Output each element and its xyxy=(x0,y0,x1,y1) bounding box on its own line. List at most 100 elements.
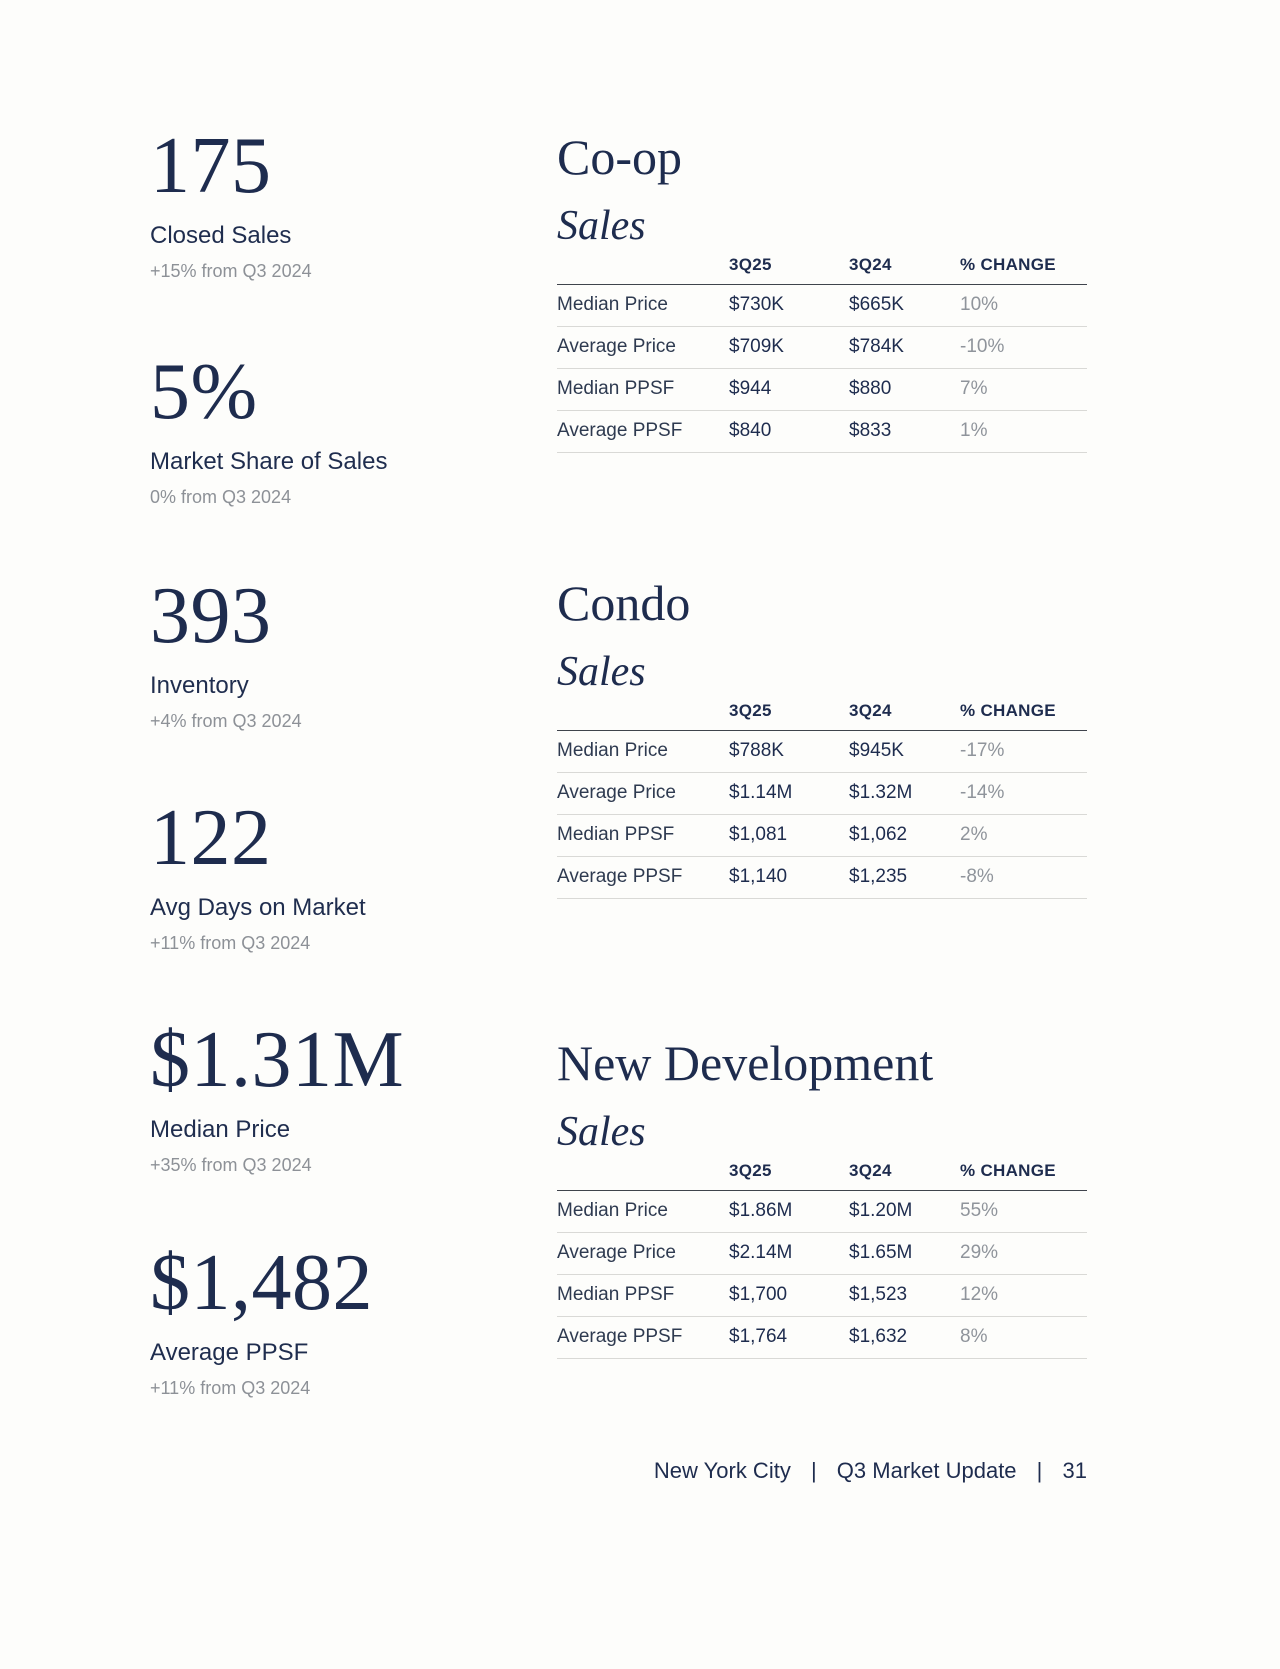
section-subtitle: Sales xyxy=(557,1109,646,1155)
table-row: Average Price $709K $784K -10% xyxy=(557,326,1087,369)
table-row: Median PPSF $1,081 $1,062 2% xyxy=(557,814,1087,857)
value-change: 2% xyxy=(960,814,1087,857)
table-row: Average PPSF $1,140 $1,235 -8% xyxy=(557,856,1087,899)
value-3q24: $880 xyxy=(849,368,960,411)
value-3q25: $709K xyxy=(729,326,849,369)
value-change: 10% xyxy=(960,284,1087,327)
row-label: Average Price xyxy=(557,1232,729,1275)
column-header: % CHANGE xyxy=(960,248,1087,285)
value-3q25: $840 xyxy=(729,410,849,453)
stat-inventory: 393 Inventory +4% from Q3 2024 xyxy=(150,576,302,732)
row-label: Average Price xyxy=(557,326,729,369)
value-3q24: $784K xyxy=(849,326,960,369)
footer-report-title: Q3 Market Update xyxy=(836,1458,1017,1483)
stat-value: 175 xyxy=(150,122,272,210)
table-row: Median Price $730K $665K 10% xyxy=(557,284,1087,327)
row-label: Median Price xyxy=(557,284,729,327)
condo-sales-table: 3Q25 3Q24 % CHANGE Median Price $788K $9… xyxy=(557,694,1087,899)
section-condo-sales: Condo Sales 3Q25 3Q24 % CHANGE Median Pr… xyxy=(557,575,1087,899)
column-header: 3Q24 xyxy=(849,694,960,731)
row-label: Median Price xyxy=(557,730,729,773)
stat-label: Avg Days on Market xyxy=(150,894,366,921)
column-header: % CHANGE xyxy=(960,694,1087,731)
table-row: Median Price $1.86M $1.20M 55% xyxy=(557,1190,1087,1233)
row-label: Median Price xyxy=(557,1190,729,1233)
stat-label: Closed Sales xyxy=(150,222,292,249)
row-label: Median PPSF xyxy=(557,814,729,857)
value-3q24: $1,235 xyxy=(849,856,960,899)
value-change: -10% xyxy=(960,326,1087,369)
value-3q25: $2.14M xyxy=(729,1232,849,1275)
value-3q24: $665K xyxy=(849,284,960,327)
table-row: Average PPSF $1,764 $1,632 8% xyxy=(557,1316,1087,1359)
row-label: Average PPSF xyxy=(557,410,729,453)
stat-change: +35% from Q3 2024 xyxy=(150,1155,312,1175)
stat-closed-sales: 175 Closed Sales +15% from Q3 2024 xyxy=(150,126,312,282)
value-3q24: $945K xyxy=(849,730,960,773)
value-change: 1% xyxy=(960,410,1087,453)
coop-sales-table: 3Q25 3Q24 % CHANGE Median Price $730K $6… xyxy=(557,248,1087,453)
section-new-development-sales: New Development Sales 3Q25 3Q24 % CHANGE… xyxy=(557,1036,1087,1359)
column-header: 3Q25 xyxy=(729,1154,849,1191)
table-row: Median Price $788K $945K -17% xyxy=(557,730,1087,773)
value-change: -17% xyxy=(960,730,1087,773)
table-header-row: 3Q25 3Q24 % CHANGE xyxy=(557,694,1087,731)
row-label: Average Price xyxy=(557,772,729,815)
value-change: 29% xyxy=(960,1232,1087,1275)
new-development-sales-table: 3Q25 3Q24 % CHANGE Median Price $1.86M $… xyxy=(557,1154,1087,1359)
row-label: Median PPSF xyxy=(557,368,729,411)
value-3q24: $1.32M xyxy=(849,772,960,815)
value-3q24: $1.20M xyxy=(849,1190,960,1233)
value-3q24: $833 xyxy=(849,410,960,453)
section-subtitle: Sales xyxy=(557,649,646,695)
stat-avg-days-on-market: 122 Avg Days on Market +11% from Q3 2024 xyxy=(150,798,366,954)
stat-median-price: $1.31M Median Price +35% from Q3 2024 xyxy=(150,1020,404,1176)
stat-average-ppsf: $1,482 Average PPSF +11% from Q3 2024 xyxy=(150,1243,373,1399)
stat-change: +11% from Q3 2024 xyxy=(150,933,311,953)
stat-change: +4% from Q3 2024 xyxy=(150,711,302,731)
stat-value: $1.31M xyxy=(150,1016,405,1104)
column-header: 3Q24 xyxy=(849,1154,960,1191)
column-header: % CHANGE xyxy=(960,1154,1087,1191)
stat-change: 0% from Q3 2024 xyxy=(150,487,292,507)
value-change: -14% xyxy=(960,772,1087,815)
value-change: 55% xyxy=(960,1190,1087,1233)
stat-value: 5% xyxy=(150,348,258,436)
value-3q25: $1.14M xyxy=(729,772,849,815)
value-change: 12% xyxy=(960,1274,1087,1317)
stat-change: +15% from Q3 2024 xyxy=(150,261,312,281)
column-header: 3Q25 xyxy=(729,694,849,731)
value-change: 8% xyxy=(960,1316,1087,1359)
stat-value: $1,482 xyxy=(150,1239,373,1327)
row-label: Average PPSF xyxy=(557,856,729,899)
value-3q24: $1,523 xyxy=(849,1274,960,1317)
page-number: 31 xyxy=(1062,1458,1087,1483)
value-3q24: $1.65M xyxy=(849,1232,960,1275)
stat-value: 122 xyxy=(150,794,272,882)
column-header: 3Q24 xyxy=(849,248,960,285)
column-spacer xyxy=(557,1154,729,1191)
section-title: Co-op xyxy=(557,129,682,185)
table-row: Average PPSF $840 $833 1% xyxy=(557,410,1087,453)
table-header-row: 3Q25 3Q24 % CHANGE xyxy=(557,1154,1087,1191)
value-3q24: $1,062 xyxy=(849,814,960,857)
section-coop-sales: Co-op Sales 3Q25 3Q24 % CHANGE Median Pr… xyxy=(557,129,1087,453)
row-label: Average PPSF xyxy=(557,1316,729,1359)
value-3q25: $1,764 xyxy=(729,1316,849,1359)
footer-divider: | xyxy=(810,1458,817,1483)
stat-value: 393 xyxy=(150,572,272,660)
value-3q25: $1,081 xyxy=(729,814,849,857)
stat-market-share: 5% Market Share of Sales 0% from Q3 2024 xyxy=(150,352,387,508)
value-change: 7% xyxy=(960,368,1087,411)
table-row: Average Price $2.14M $1.65M 29% xyxy=(557,1232,1087,1275)
table-row: Median PPSF $1,700 $1,523 12% xyxy=(557,1274,1087,1317)
row-label: Median PPSF xyxy=(557,1274,729,1317)
value-3q24: $1,632 xyxy=(849,1316,960,1359)
section-title: Condo xyxy=(557,575,691,631)
table-header-row: 3Q25 3Q24 % CHANGE xyxy=(557,248,1087,285)
table-row: Average Price $1.14M $1.32M -14% xyxy=(557,772,1087,815)
stat-label: Average PPSF xyxy=(150,1339,309,1366)
column-spacer xyxy=(557,694,729,731)
footer-divider: | xyxy=(1036,1458,1043,1483)
stat-label: Inventory xyxy=(150,672,249,699)
